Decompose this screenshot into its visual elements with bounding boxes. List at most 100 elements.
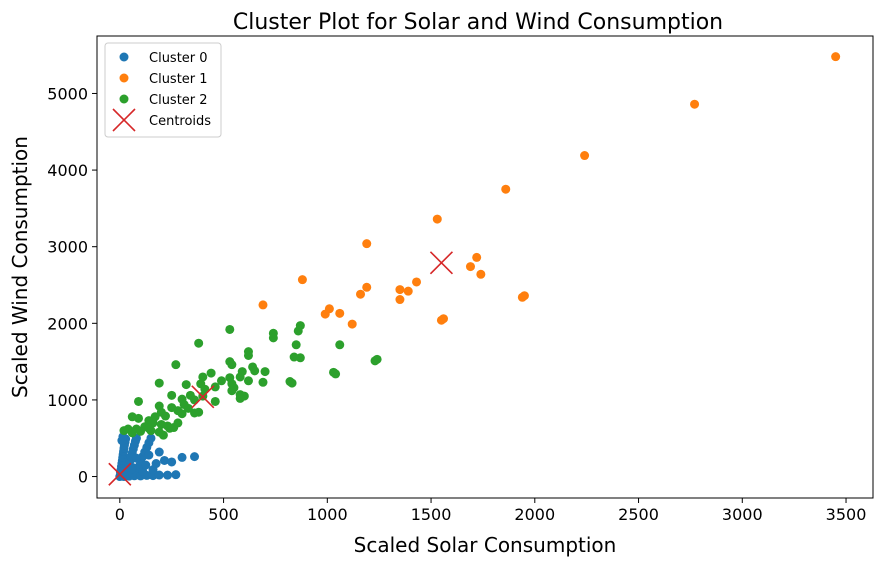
scatter-point xyxy=(131,453,141,463)
scatter-point xyxy=(432,214,442,224)
scatter-point xyxy=(331,369,341,379)
scatter-point xyxy=(146,433,156,443)
scatter-point xyxy=(370,356,380,366)
scatter-point xyxy=(133,413,143,423)
scatter-point xyxy=(293,326,303,336)
centroid-marker xyxy=(429,251,453,275)
scatter-point xyxy=(210,396,220,406)
legend-entry: Cluster 0 xyxy=(119,51,208,66)
y-tick-label: 1000 xyxy=(47,391,88,410)
scatter-point xyxy=(133,396,143,406)
legend-entry: Cluster 1 xyxy=(119,72,208,87)
legend-marker xyxy=(119,73,129,83)
legend: Cluster 0 Cluster 1 Cluster 2 Centroids xyxy=(104,42,222,138)
scatter-point xyxy=(126,464,136,474)
scatter-point xyxy=(167,390,177,400)
scatter-point xyxy=(403,286,413,296)
scatter-point xyxy=(295,353,305,363)
scatter-point xyxy=(144,423,154,433)
scatter-point xyxy=(177,452,187,462)
x-tick-label: 500 xyxy=(208,505,239,524)
scatter-point xyxy=(395,295,405,305)
legend-entry: Centroids xyxy=(112,108,211,132)
scatter-point xyxy=(160,411,170,421)
scatter-point xyxy=(151,459,161,469)
x-tick-label: 3000 xyxy=(722,505,763,524)
y-axis-ticks: 0 1000 2000 3000 4000 5000 xyxy=(47,84,97,487)
scatter-point xyxy=(501,184,511,194)
scatter-point xyxy=(177,409,187,419)
centroid-marker xyxy=(108,462,132,486)
scatter-point xyxy=(159,455,169,465)
scatter-point xyxy=(141,460,151,470)
legend-label: Centroids xyxy=(149,114,211,129)
legend-marker xyxy=(119,52,129,62)
scatter-point xyxy=(362,282,372,292)
plot-marks xyxy=(108,52,841,486)
scatter-point xyxy=(158,430,168,440)
scatter-point xyxy=(235,393,245,403)
x-tick-label: 1000 xyxy=(307,505,348,524)
scatter-point xyxy=(194,338,204,348)
scatter-point xyxy=(206,368,216,378)
y-tick-label: 5000 xyxy=(47,84,88,103)
legend-entry: Cluster 2 xyxy=(119,93,208,108)
scatter-point xyxy=(472,252,482,262)
legend-marker xyxy=(119,94,129,104)
scatter-point xyxy=(190,452,200,462)
plot-frame xyxy=(96,35,874,499)
scatter-point xyxy=(181,380,191,390)
y-tick-label: 2000 xyxy=(47,314,88,333)
x-tick-label: 0 xyxy=(115,505,125,524)
scatter-point xyxy=(165,423,175,433)
scatter-point xyxy=(119,426,129,436)
scatter-point xyxy=(167,457,177,467)
scatter-point xyxy=(690,99,700,109)
scatter-point xyxy=(258,377,268,387)
scatter-point xyxy=(395,285,405,295)
scatter-point xyxy=(436,315,446,325)
series-3 xyxy=(108,251,453,486)
scatter-point xyxy=(297,275,307,285)
scatter-point xyxy=(268,333,278,343)
scatter-point xyxy=(225,324,235,334)
scatter-point xyxy=(580,151,590,161)
centroid-marker xyxy=(191,385,215,409)
scatter-point xyxy=(250,366,260,376)
scatter-point xyxy=(171,360,181,370)
x-tick-label: 2500 xyxy=(618,505,659,524)
x-axis-label: Scaled Solar Consumption xyxy=(354,533,617,557)
scatter-point xyxy=(171,470,181,480)
scatter-point xyxy=(356,289,366,299)
scatter-point xyxy=(476,269,486,279)
series-2 xyxy=(119,321,382,440)
y-tick-label: 0 xyxy=(78,468,88,487)
x-axis-ticks: 0 500 1000 1500 2000 2500 3000 3500 xyxy=(115,498,867,524)
x-tick-label: 3500 xyxy=(826,505,867,524)
scatter-point xyxy=(260,367,270,377)
scatter-point xyxy=(243,376,253,386)
legend-label: Cluster 1 xyxy=(149,72,208,87)
scatter-point xyxy=(190,408,200,418)
scatter-point xyxy=(362,239,372,249)
scatter-point xyxy=(335,308,345,318)
y-axis-label: Scaled Wind Consumption xyxy=(8,136,32,398)
scatter-point xyxy=(287,378,297,388)
scatter-point xyxy=(465,262,475,272)
chart-title: Cluster Plot for Solar and Wind Consumpt… xyxy=(233,10,723,35)
legend-label: Cluster 2 xyxy=(149,93,208,108)
scatter-point xyxy=(243,350,253,360)
scatter-point xyxy=(335,340,345,350)
scatter-point xyxy=(154,378,164,388)
scatter-point xyxy=(347,319,357,329)
scatter-point xyxy=(154,447,164,457)
scatter-point xyxy=(291,340,301,350)
x-tick-label: 2000 xyxy=(514,505,555,524)
scatter-point xyxy=(198,372,208,382)
scatter-point xyxy=(517,292,527,302)
y-tick-label: 3000 xyxy=(47,238,88,257)
scatter-point xyxy=(227,386,237,396)
scatter-point xyxy=(163,470,173,480)
legend-label: Cluster 0 xyxy=(149,51,208,66)
series-0 xyxy=(115,432,200,482)
